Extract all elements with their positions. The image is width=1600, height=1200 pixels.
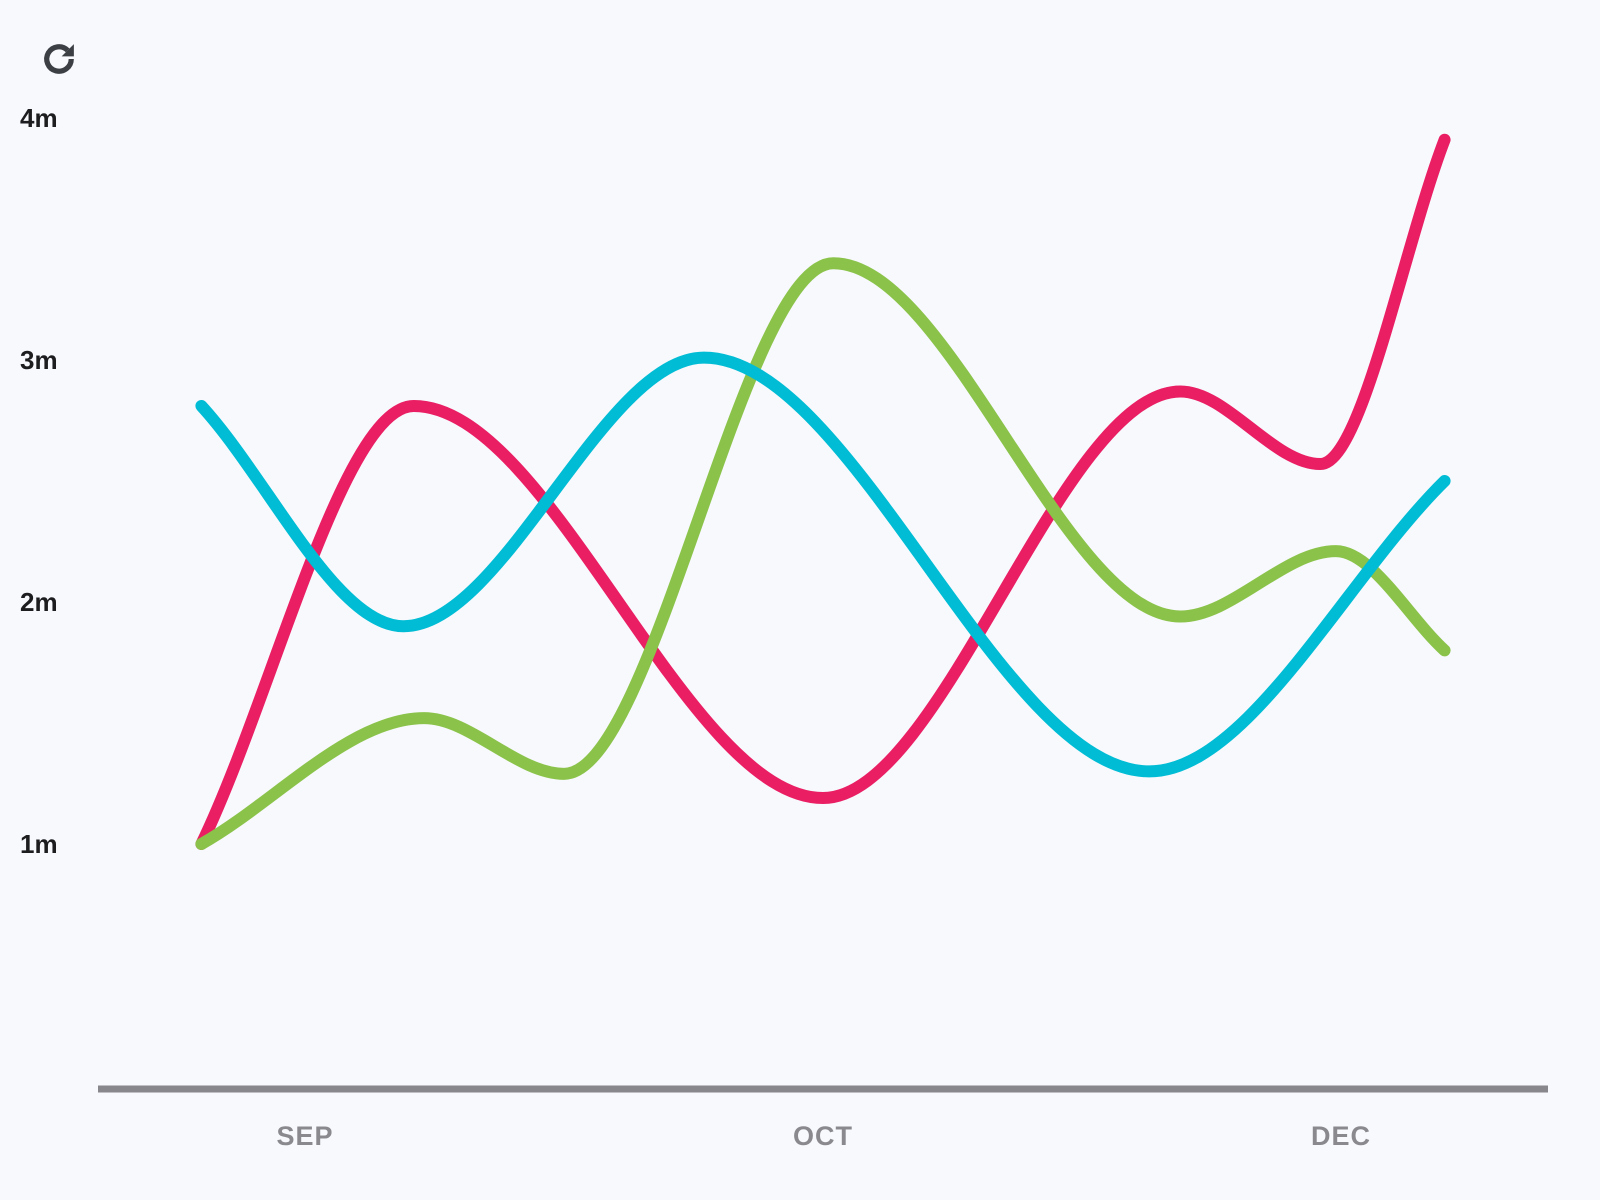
series-line-2 — [195, 257, 1451, 850]
y-axis-ticks: 1m 2m 3m 4m — [20, 103, 58, 859]
y-tick-label: 3m — [20, 345, 58, 375]
x-tick-label: OCT — [793, 1121, 853, 1151]
refresh-icon[interactable] — [38, 38, 80, 80]
x-axis-ticks: SEP OCT DEC — [276, 1121, 1371, 1151]
series-line-1 — [195, 133, 1451, 850]
y-tick-label: 4m — [20, 103, 58, 133]
y-tick-label: 2m — [20, 587, 58, 617]
x-tick-label: SEP — [276, 1121, 333, 1151]
series-line-3 — [195, 351, 1451, 778]
x-tick-label: DEC — [1311, 1121, 1371, 1151]
series-lines — [195, 133, 1451, 850]
y-tick-label: 1m — [20, 829, 58, 859]
